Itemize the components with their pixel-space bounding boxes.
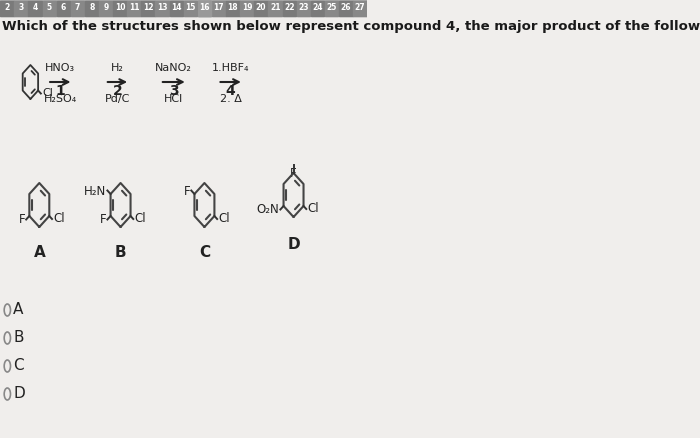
Bar — [325, 0, 338, 15]
Text: 6: 6 — [61, 4, 66, 13]
Text: HNO₃: HNO₃ — [46, 63, 76, 73]
Bar — [297, 0, 310, 15]
Bar — [353, 0, 367, 15]
Text: 7: 7 — [75, 4, 80, 13]
Text: 4: 4 — [33, 4, 38, 13]
Bar — [127, 0, 141, 15]
Text: 8: 8 — [89, 4, 95, 13]
Text: C: C — [13, 358, 24, 374]
Text: 25: 25 — [326, 4, 337, 13]
Text: 2: 2 — [113, 84, 122, 98]
Text: 15: 15 — [186, 4, 196, 13]
Bar — [198, 0, 211, 15]
Text: HCl: HCl — [164, 94, 183, 104]
Text: O₂N: O₂N — [257, 203, 279, 216]
Text: D: D — [13, 386, 25, 402]
Text: 19: 19 — [241, 4, 252, 13]
Bar — [43, 0, 56, 15]
Text: D: D — [287, 237, 300, 252]
Text: 2. Δ: 2. Δ — [220, 94, 242, 104]
Bar — [155, 0, 169, 15]
Text: 3: 3 — [169, 84, 178, 98]
Text: H₂SO₄: H₂SO₄ — [43, 94, 77, 104]
Text: Cl: Cl — [134, 212, 146, 225]
Text: 4: 4 — [226, 84, 235, 98]
Bar — [99, 0, 113, 15]
Text: C: C — [199, 245, 210, 260]
Bar — [198, 0, 211, 15]
Text: F: F — [183, 185, 190, 198]
Bar — [240, 0, 254, 15]
Bar — [71, 0, 85, 15]
Bar — [283, 0, 296, 15]
Text: 22: 22 — [284, 4, 295, 13]
Bar — [212, 0, 225, 15]
Text: 1: 1 — [55, 84, 65, 98]
Text: H₂: H₂ — [111, 63, 124, 73]
Bar — [311, 0, 324, 15]
Bar — [254, 0, 268, 15]
Text: 3: 3 — [18, 4, 24, 13]
Text: Cl: Cl — [53, 212, 64, 225]
Text: 9: 9 — [103, 4, 108, 13]
Bar — [141, 0, 155, 15]
Text: NaNO₂: NaNO₂ — [155, 63, 193, 73]
Text: 20: 20 — [256, 4, 266, 13]
Bar — [85, 0, 99, 15]
Text: 26: 26 — [340, 4, 351, 13]
Text: 23: 23 — [298, 4, 309, 13]
Text: 2: 2 — [4, 4, 10, 13]
Text: 5: 5 — [47, 4, 52, 13]
Text: 18: 18 — [228, 4, 238, 13]
Text: Pd/C: Pd/C — [105, 94, 130, 104]
Text: A: A — [34, 245, 46, 260]
Bar — [339, 0, 353, 15]
Bar — [268, 0, 282, 15]
Bar — [0, 0, 14, 15]
Text: 21: 21 — [270, 4, 281, 13]
Bar — [113, 0, 127, 15]
Bar — [29, 0, 42, 15]
Text: F: F — [290, 167, 297, 180]
Bar — [169, 0, 183, 15]
Text: 10: 10 — [115, 4, 125, 13]
Text: Which of the structures shown below represent compound 4, the major product of t: Which of the structures shown below repr… — [1, 20, 700, 33]
Text: H₂N: H₂N — [84, 185, 106, 198]
Bar — [0, 0, 367, 16]
Text: Cl: Cl — [218, 212, 230, 225]
Text: 27: 27 — [355, 4, 365, 13]
Text: B: B — [13, 331, 24, 346]
Bar — [57, 0, 70, 15]
Text: F: F — [18, 213, 25, 226]
Text: F: F — [99, 213, 106, 226]
Text: 1.HBF₄: 1.HBF₄ — [212, 63, 249, 73]
Text: 16: 16 — [199, 4, 210, 13]
Text: 11: 11 — [129, 4, 139, 13]
Text: Cl: Cl — [307, 201, 319, 215]
Text: A: A — [13, 303, 24, 318]
Text: 24: 24 — [312, 4, 323, 13]
Bar — [15, 0, 28, 15]
Text: 13: 13 — [157, 4, 167, 13]
Bar — [183, 0, 197, 15]
Bar — [226, 0, 239, 15]
Text: B: B — [115, 245, 127, 260]
Text: Cl: Cl — [42, 88, 52, 98]
Text: 12: 12 — [143, 4, 153, 13]
Text: 17: 17 — [214, 4, 224, 13]
Text: 14: 14 — [172, 4, 182, 13]
